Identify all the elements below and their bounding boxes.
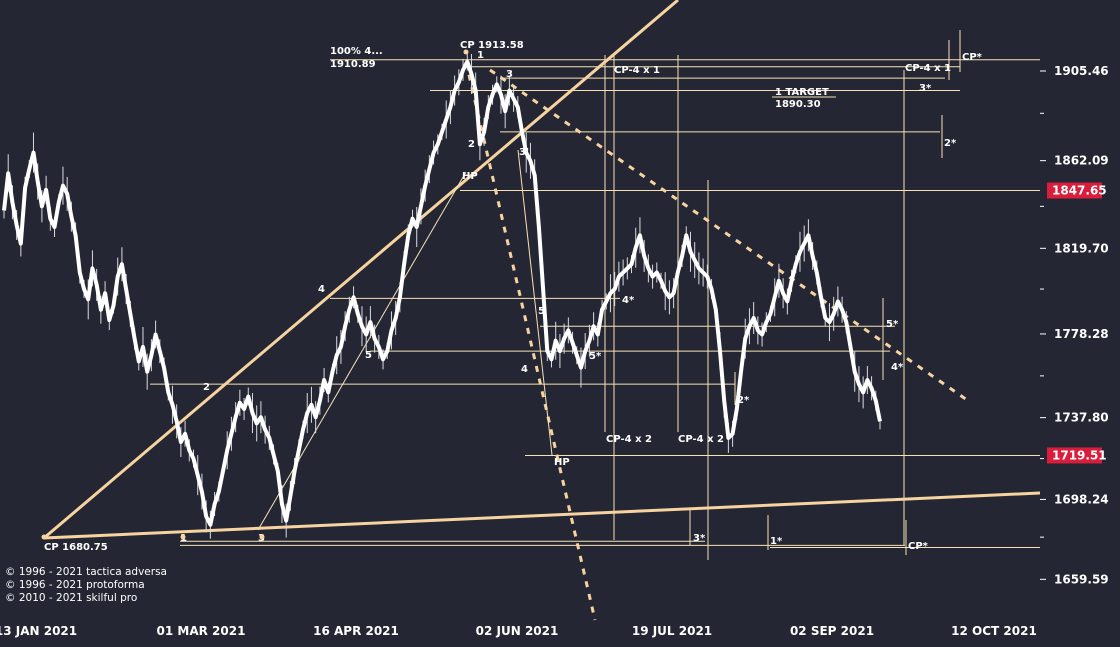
annotation-label: 2 bbox=[468, 139, 475, 150]
annotation-label: CP-4 x 2 bbox=[606, 434, 652, 445]
annotation-label: 100% 4... bbox=[330, 46, 383, 57]
dashed-steep-line bbox=[464, 61, 597, 621]
x-axis: 13 JAN 2021 01 MAR 2021 16 APR 2021 02 JUN … bbox=[0, 624, 1037, 638]
horizontal-levels bbox=[150, 59, 1040, 548]
y-tick-label: 1698.24 bbox=[1054, 492, 1109, 506]
pivot-dot bbox=[41, 534, 47, 540]
copyright-line: © 1996 - 2021 tactica adversa bbox=[5, 566, 167, 578]
dashed-descending-line bbox=[489, 68, 971, 404]
price-path bbox=[2, 59, 882, 527]
annotation-label: 1890.30 bbox=[775, 99, 821, 110]
rising-trendline bbox=[43, 0, 679, 540]
annotation-label: 3* bbox=[693, 533, 706, 544]
annotation-label: CP* bbox=[908, 541, 929, 552]
annotations: CP 1913.58 100% 4... 1910.89 1 TARGET1890.3… bbox=[41, 40, 983, 553]
annotation-label: 5* bbox=[886, 319, 899, 330]
annotation-label: CP 1913.58 bbox=[460, 40, 524, 51]
annotation-label: 2* bbox=[737, 395, 750, 406]
x-tick-label: 02 SEP 2021 bbox=[790, 624, 874, 638]
annotation-label: 1* bbox=[770, 536, 783, 547]
y-tick-label: 1819.70 bbox=[1054, 241, 1109, 255]
copyright-line: © 1996 - 2021 protoforma bbox=[5, 579, 145, 591]
annotation-label: 4 bbox=[521, 364, 528, 375]
x-tick-label: 16 APR 2021 bbox=[313, 624, 399, 638]
price-highlight-label: 1719.51 bbox=[1052, 448, 1107, 462]
pivot-dot bbox=[463, 49, 469, 55]
y-tick-label: 1659.59 bbox=[1054, 572, 1109, 586]
x-tick-label: 12 OCT 2021 bbox=[951, 624, 1037, 638]
annotation-label: HP bbox=[554, 457, 570, 468]
price-bars bbox=[3, 52, 881, 539]
annotation-label: 1 TARGET bbox=[775, 87, 829, 98]
support-trendline bbox=[43, 491, 1041, 540]
y-axis: 1905.46 1862.09 1819.70 1778.28 1737.80 1698.… bbox=[1040, 64, 1109, 586]
annotation-label: 5* bbox=[589, 351, 602, 362]
annotation-label: CP 1680.75 bbox=[44, 542, 108, 553]
x-tick-label: 19 JUL 2021 bbox=[632, 624, 712, 638]
x-tick-label: 13 JAN 2021 bbox=[0, 624, 77, 638]
annotation-label: 4* bbox=[891, 362, 904, 373]
annotation-label: 2* bbox=[944, 138, 957, 149]
price-highlight-box bbox=[1047, 182, 1102, 199]
annotation-label: 3* bbox=[919, 83, 932, 94]
annotation-label: CP-4 x 1 bbox=[905, 63, 951, 74]
price-highlight-label: 1847.65 bbox=[1052, 184, 1107, 198]
thin-diagonal bbox=[517, 149, 553, 456]
price-line bbox=[2, 59, 882, 527]
annotation-label: 4 bbox=[318, 284, 325, 295]
y-tick-label: 1737.80 bbox=[1054, 411, 1109, 425]
annotation-label: 3 bbox=[506, 69, 513, 80]
y-tick-label: 1905.46 bbox=[1054, 64, 1109, 78]
x-tick-label: 02 JUN 2021 bbox=[476, 624, 559, 638]
price-highlight-box bbox=[1047, 447, 1102, 464]
annotation-label: 4* bbox=[622, 295, 635, 306]
y-tick-label: 1778.28 bbox=[1054, 327, 1109, 341]
vertical-markers bbox=[604, 30, 961, 560]
pivot-dot bbox=[180, 534, 186, 540]
annotation-label: 3' bbox=[519, 147, 529, 158]
y-tick-label: 1862.09 bbox=[1054, 154, 1109, 168]
annotation-label: CP-4 x 2 bbox=[678, 434, 724, 445]
annotation-label: CP-4 x 1 bbox=[614, 65, 660, 76]
annotation-label: 5 bbox=[365, 350, 372, 361]
x-tick-label: 01 MAR 2021 bbox=[157, 624, 246, 638]
annotation-label: 5 bbox=[538, 306, 545, 317]
annotation-label: HP bbox=[462, 171, 478, 182]
pivot-dot bbox=[259, 534, 265, 540]
annotation-label: 1910.89 bbox=[330, 59, 376, 70]
annotation-label: 1 bbox=[477, 50, 484, 61]
thin-diagonal bbox=[257, 171, 467, 531]
copyright-block: © 1996 - 2021 tactica adversa © 1996 - 2… bbox=[5, 566, 167, 605]
copyright-line: © 2010 - 2021 skilful pro bbox=[5, 592, 138, 604]
annotation-label: CP* bbox=[962, 52, 983, 63]
annotation-label: 2 bbox=[203, 382, 210, 393]
